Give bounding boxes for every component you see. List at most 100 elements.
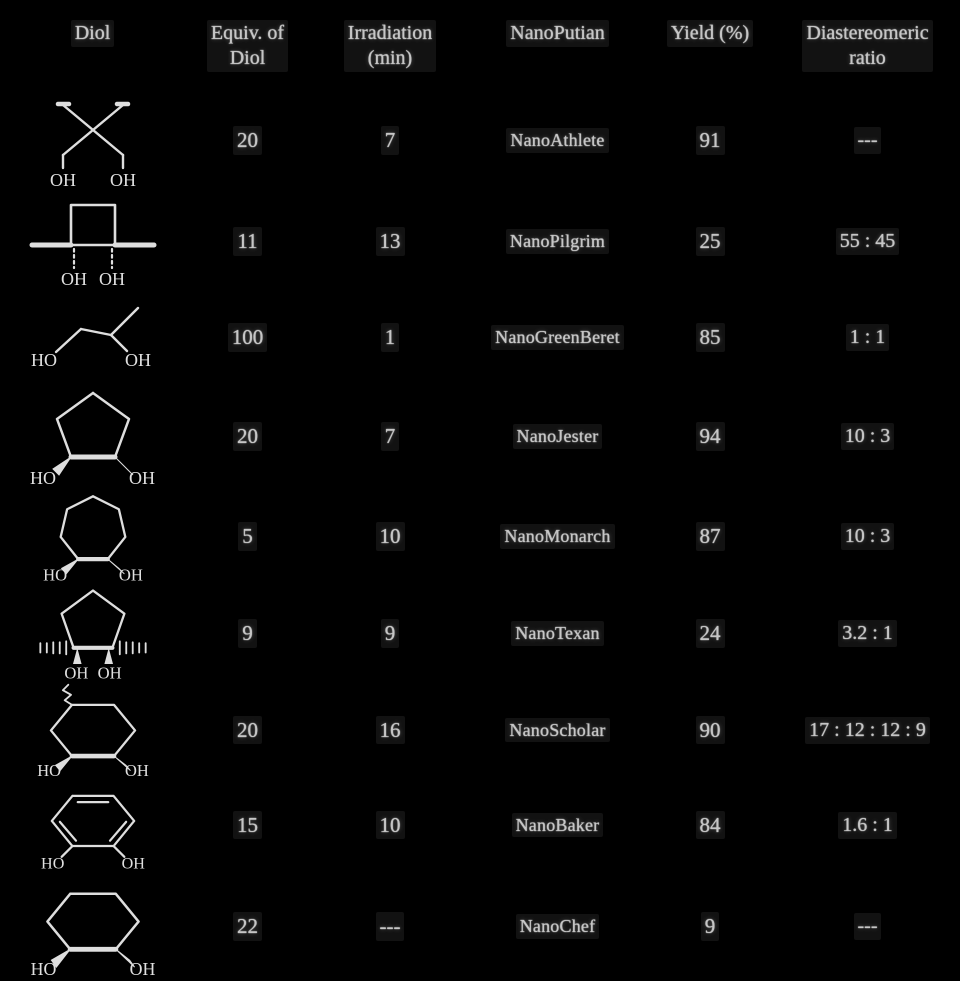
cell-ratio: 10 : 3 — [775, 385, 960, 488]
cell-irradiation: 10 — [310, 488, 470, 585]
diol-structure-drawing: HO OH — [31, 306, 151, 370]
structure-catechol: HO OH — [0, 778, 185, 872]
cell-irradiation: 13 — [310, 193, 470, 290]
cell-irradiation: 16 — [310, 682, 470, 778]
atom-label: OH — [118, 565, 142, 584]
header-diol-label: Diol — [70, 20, 115, 47]
cell-nanoputian: NanoMonarch — [470, 488, 645, 585]
cell-ratio: 17 : 12 : 12 : 9 — [775, 682, 960, 778]
header-ratio: Diastereomeric ratio — [775, 0, 960, 108]
cell-nanoputian: NanoGreenBeret — [470, 290, 645, 385]
atom-label: HO — [30, 959, 56, 979]
cell-irradiation: --- — [310, 872, 470, 981]
cell-equiv: 20 — [185, 682, 310, 778]
diol-structure-drawing: HO OH — [30, 892, 155, 979]
cell-nanoputian: NanoScholar — [470, 682, 645, 778]
cell-nanoputian: NanoChef — [470, 872, 645, 981]
cell-ratio: 55 : 45 — [775, 193, 960, 290]
structure-neopentyl-glycol: OH OH — [0, 88, 185, 193]
cell-equiv: 15 — [185, 778, 310, 872]
table-row: HO OH 100 1 NanoGreenBeret 85 1 : 1 — [0, 290, 960, 385]
diol-structure-drawing: HO OH — [37, 683, 149, 778]
cell-yield: 85 — [645, 290, 775, 385]
atom-label: OH — [125, 761, 149, 778]
structure-cycloheptanediol: HO OH — [0, 488, 185, 585]
atom-label: OH — [64, 663, 88, 682]
cell-ratio: 1.6 : 1 — [775, 778, 960, 872]
diol-structure-drawing: HO OH — [30, 391, 155, 488]
cell-ratio: 3.2 : 1 — [775, 585, 960, 682]
table-row: OH OH 9 9 NanoTexan 24 3.2 : 1 — [0, 585, 960, 682]
diol-structure-drawing: OH OH — [29, 203, 156, 289]
header-yield-label: Yield (%) — [666, 20, 754, 47]
structure-cyclopentanediol: HO OH — [0, 385, 185, 488]
atom-label: OH — [50, 170, 76, 190]
diol-structure-drawing: OH OH — [50, 101, 136, 190]
cell-equiv: 20 — [185, 385, 310, 488]
header-nanoputian: NanoPutian — [470, 0, 645, 108]
table-row: OH OH 20 7 NanoAthlete 91 --- — [0, 88, 960, 193]
cell-nanoputian: NanoBaker — [470, 778, 645, 872]
atom-label: OH — [99, 269, 125, 289]
cell-equiv: 11 — [185, 193, 310, 290]
table-row: OH OH 11 13 NanoPilgrim 25 55 : 45 — [0, 193, 960, 290]
diol-structure-drawing: OH OH — [38, 589, 147, 682]
cell-irradiation: 10 — [310, 778, 470, 872]
atom-label: OH — [129, 468, 155, 488]
cell-yield: 84 — [645, 778, 775, 872]
cell-yield: 90 — [645, 682, 775, 778]
atom-label: HO — [43, 565, 67, 584]
cell-irradiation: 9 — [310, 585, 470, 682]
atom-label: HO — [41, 855, 64, 872]
atom-label: OH — [110, 170, 136, 190]
cell-ratio: --- — [775, 872, 960, 981]
cell-yield: 25 — [645, 193, 775, 290]
cell-irradiation: 1 — [310, 290, 470, 385]
cell-equiv: 100 — [185, 290, 310, 385]
cell-equiv: 22 — [185, 872, 310, 981]
atom-label: OH — [121, 855, 145, 872]
cell-ratio: --- — [775, 88, 960, 193]
diol-structure-drawing: HO OH — [43, 495, 142, 584]
structure-methylcyclohexanediol: HO OH — [0, 682, 185, 778]
atom-label: HO — [31, 350, 57, 370]
cell-ratio: 10 : 3 — [775, 488, 960, 585]
diol-structure-drawing: HO OH — [41, 794, 145, 872]
structure-cyclohexanediol: HO OH — [0, 872, 185, 981]
atom-label: OH — [97, 663, 121, 682]
table-row: HO OH 20 7 NanoJester 94 10 : 3 — [0, 385, 960, 488]
table-row: HO OH 22 --- NanoChef 9 --- — [0, 872, 960, 981]
header-yield: Yield (%) — [645, 0, 775, 108]
atom-label: HO — [37, 761, 61, 778]
header-row: Diol Equiv. of Diol Irradiation (min) Na… — [0, 0, 960, 88]
header-ratio-label: Diastereomeric ratio — [802, 20, 933, 72]
header-irradiation: Irradiation (min) — [310, 0, 470, 108]
header-irradiation-label: Irradiation (min) — [343, 20, 437, 72]
table-row: HO OH 5 10 NanoMonarch 87 10 : 3 — [0, 488, 960, 585]
cell-ratio: 1 : 1 — [775, 290, 960, 385]
header-equiv-label: Equiv. of Diol — [206, 20, 289, 72]
cell-equiv: 5 — [185, 488, 310, 585]
cell-nanoputian: NanoTexan — [470, 585, 645, 682]
cell-irradiation: 7 — [310, 88, 470, 193]
cell-yield: 24 — [645, 585, 775, 682]
table-row: HO OH 15 10 NanoBaker 84 1.6 : 1 — [0, 778, 960, 872]
cell-equiv: 20 — [185, 88, 310, 193]
atom-label: HO — [30, 468, 56, 488]
cell-yield: 87 — [645, 488, 775, 585]
cell-yield: 91 — [645, 88, 775, 193]
cell-equiv: 9 — [185, 585, 310, 682]
cell-yield: 94 — [645, 385, 775, 488]
header-equiv: Equiv. of Diol — [185, 0, 310, 108]
structure-dimethylcyclopentanediol: OH OH — [0, 585, 185, 682]
structure-propanediol: HO OH — [0, 290, 185, 385]
atom-label: OH — [129, 959, 155, 979]
cell-nanoputian: NanoAthlete — [470, 88, 645, 193]
table-row: HO OH 20 16 NanoScholar 90 17 : 12 : 12 … — [0, 682, 960, 778]
cell-nanoputian: NanoPilgrim — [470, 193, 645, 290]
atom-label: OH — [125, 350, 151, 370]
atom-label: OH — [61, 269, 87, 289]
header-nanoputian-label: NanoPutian — [506, 20, 609, 47]
cell-irradiation: 7 — [310, 385, 470, 488]
